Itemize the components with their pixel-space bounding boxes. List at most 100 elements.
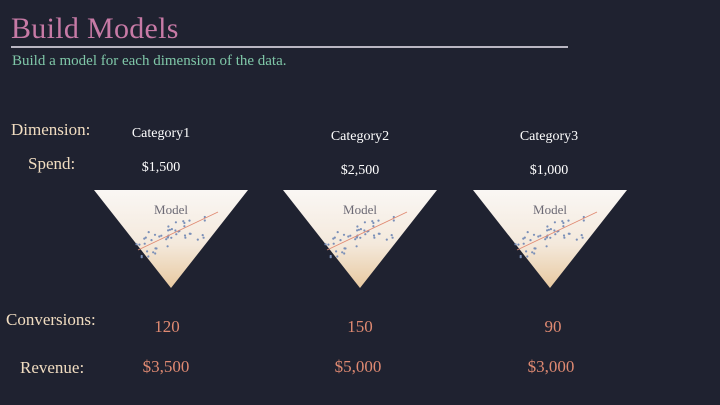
scatter-point [165,238,168,241]
scatter-point [529,239,532,242]
scatter-point [355,236,358,239]
scatter-point [144,236,147,239]
scatter-point [166,245,169,248]
scatter-point [392,219,395,222]
scatter-point [580,234,583,237]
model-funnel-graphic [94,190,248,288]
category-3-revenue: $3,000 [527,357,575,376]
category-3-model-label: Model [533,202,567,217]
scatter-point [196,238,199,241]
scatter-point [167,229,170,232]
scatter-point [377,232,380,235]
scatter-point [329,256,332,259]
scatter-point [526,255,529,258]
title-divider [11,46,568,48]
scatter-point [546,229,549,232]
category-1-spend: $1,500 [141,160,181,175]
funnel-shape [473,190,627,288]
scatter-point [154,252,157,255]
scatter-point [202,236,205,239]
scatter-point [147,255,150,258]
scatter-point [581,236,584,239]
category-3-name: Category3 [519,129,579,144]
dimension-label: Dimension: [11,120,91,139]
scatter-point [582,219,585,222]
scatter-point [545,245,548,248]
scatter-point [544,238,547,241]
scatter-point [385,238,388,241]
trend-line [326,211,408,251]
scatter-point [562,225,565,228]
scatter-point [170,228,173,231]
scatter-point [152,251,155,254]
scatter-point [359,228,362,231]
scatter-point [359,236,362,239]
scatter-point [356,225,359,228]
scatter-point [364,233,367,236]
scatter-point [332,242,335,245]
category-2-revenue: $5,000 [334,357,382,376]
scatter-point [554,233,557,236]
scatter-point [567,219,570,222]
scatter-point [539,234,542,237]
category-3-conversions: 90 [544,317,562,336]
scatter-point [547,228,550,231]
scatter-point [563,236,566,239]
scatter-point [324,243,327,246]
scatter-point [135,243,138,246]
funnel-shape [283,190,437,288]
scatter-point [546,225,549,228]
scatter-point [390,234,393,237]
revenue-label: Revenue: [20,358,85,377]
scatter-point [183,221,186,225]
scatter-point [549,236,552,239]
scatter-point [336,255,339,258]
scatter-point [154,247,157,250]
scatter-point [363,221,366,224]
trend-line [137,211,219,251]
scatter-point [339,239,342,242]
scatter-point [537,235,540,238]
scatter-point [183,225,186,228]
category-2-model-label: Model [343,202,377,217]
category-2-spend: $2,500 [340,163,380,178]
scatter-point [532,233,536,236]
spend-label: Spend: [28,154,76,173]
scatter-point [349,234,352,237]
scatter-point [327,243,330,246]
scatter-point [356,229,359,232]
conversions-label: Conversions: [6,310,96,329]
scatter-point [549,228,552,231]
scatter-point [203,219,206,222]
scatter-point [174,229,177,232]
scatter-point [377,219,380,222]
scatter-point [533,252,536,255]
funnel-shape [94,190,248,288]
scatter-point [147,231,150,234]
scatter-point [166,236,169,239]
scatter-point [553,221,556,224]
scatter-point [140,256,143,259]
scatter-point [184,236,187,239]
scatter-point [336,231,339,234]
scatter-point [562,221,565,225]
category-1-conversions: 120 [154,317,180,336]
scatter-point [553,229,556,232]
scatter-point [160,234,163,237]
model-funnel-graphic [473,190,627,288]
scatter-point [514,243,517,246]
scatter-point [167,225,170,228]
scatter-point [567,232,570,235]
slide-subtitle: Build a model for each dimension of the … [12,53,287,69]
scatter-point [174,221,177,224]
category-2-name: Category2 [330,129,390,144]
scatter-point [525,250,528,253]
scatter-point [562,234,566,237]
scatter-point [343,247,346,250]
scatter-point [533,247,536,250]
scatter-point [372,221,375,225]
category-3-spend: $1,000 [529,163,569,178]
category-1-model-label: Model [154,202,188,217]
scatter-point [175,233,178,236]
scatter-point [143,242,146,245]
